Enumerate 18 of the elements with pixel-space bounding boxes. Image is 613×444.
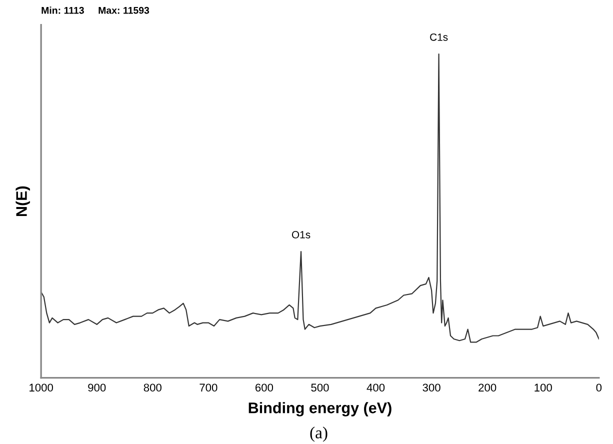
- annotation: C1s: [430, 33, 448, 41]
- x-axis-title: Binding energy (eV): [248, 402, 392, 416]
- text: Min: 1113: [42, 6, 84, 14]
- x-tick-label: 700: [200, 384, 218, 392]
- x-tick-label: 1000: [30, 384, 53, 392]
- x-tick-label: 800: [144, 384, 162, 392]
- text: (a): [310, 426, 328, 442]
- x-tick-label: 100: [534, 384, 552, 392]
- x-tick-label: 600: [256, 384, 274, 392]
- x-tick-label: 500: [311, 384, 329, 392]
- x-tick-label: 300: [422, 384, 440, 392]
- x-tick-label: 0: [596, 384, 602, 392]
- y-axis-title: N(E): [16, 186, 30, 216]
- x-tick-label: 200: [478, 384, 496, 392]
- x-tick-label: 400: [366, 384, 385, 392]
- text: Max: 11593: [98, 6, 150, 14]
- annotation: O1s: [292, 231, 310, 238]
- x-tick-label: 900: [88, 384, 106, 392]
